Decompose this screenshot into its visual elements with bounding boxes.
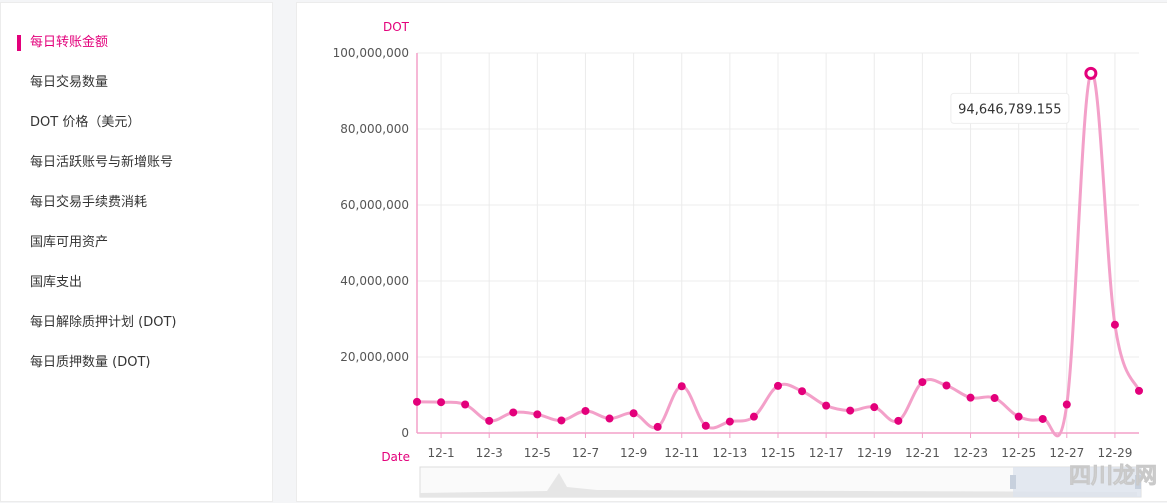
sidebar-item-label: 每日质押数量 (DOT) xyxy=(30,355,151,370)
sidebar-item-label: 每日转账金额 xyxy=(30,35,109,50)
active-indicator xyxy=(17,35,21,51)
data-point xyxy=(557,416,566,425)
y-tick-label: 40,000,000 xyxy=(340,274,409,288)
sidebar-item[interactable]: 每日交易手续费消耗 xyxy=(1,191,273,215)
data-point xyxy=(653,422,662,431)
sidebar-item[interactable]: DOT 价格（美元） xyxy=(1,111,273,135)
x-tick-label: 12-25 xyxy=(1001,446,1036,460)
x-tick-label: 12-9 xyxy=(620,446,647,460)
line-chart: 0 20,000,000 40,000,000 60,000,000 80,000,00… xyxy=(333,20,1157,498)
x-tick-label: 12-27 xyxy=(1049,446,1084,460)
data-point xyxy=(413,397,421,406)
data-point xyxy=(966,393,975,402)
zoom-slider-handle-right xyxy=(1135,475,1141,489)
data-point xyxy=(533,410,542,419)
data-point xyxy=(822,401,831,410)
y-axis-title: DOT xyxy=(383,20,410,34)
x-tick-label: 12-21 xyxy=(905,446,940,460)
sidebar-item[interactable]: 国库支出 xyxy=(1,271,273,295)
y-tick-label: 0 xyxy=(401,426,409,440)
data-point xyxy=(1110,320,1119,329)
x-tick-label: 12-23 xyxy=(953,446,988,460)
chart-panel: 0 20,000,000 40,000,000 60,000,000 80,000,00… xyxy=(296,2,1167,502)
data-point xyxy=(725,417,734,426)
x-tick-label: 12-19 xyxy=(857,446,892,460)
data-point xyxy=(846,406,855,415)
x-tick-label: 12-29 xyxy=(1097,446,1132,460)
sidebar-item-label: 每日交易手续费消耗 xyxy=(30,195,148,210)
sidebar: 每日转账金额 每日交易数量 DOT 价格（美元） 每日活跃账号与新增账号 每日交易手续费… xyxy=(0,2,273,502)
sidebar-item[interactable]: 每日解除质押计划 (DOT) xyxy=(1,311,273,335)
data-point xyxy=(990,394,999,403)
data-point xyxy=(749,412,758,421)
tooltip-box xyxy=(950,92,1070,124)
sidebar-item[interactable]: 每日交易数量 xyxy=(1,71,273,95)
tooltip-value: 94,646,789.155 xyxy=(958,102,1061,117)
data-point xyxy=(1014,412,1023,421)
y-tick-label: 20,000,000 xyxy=(340,350,409,364)
x-tick-label: 12-5 xyxy=(524,446,551,460)
sidebar-item[interactable]: 国库可用资产 xyxy=(1,231,273,255)
sidebar-item-label: 每日解除质押计划 (DOT) xyxy=(30,315,177,330)
x-axis-title: Date xyxy=(381,450,410,464)
data-point xyxy=(437,398,446,407)
data-point xyxy=(918,378,927,387)
y-tick-label: 80,000,000 xyxy=(340,122,409,136)
sidebar-item-label: 国库可用资产 xyxy=(30,235,109,250)
x-tick-label: 12-13 xyxy=(712,446,747,460)
x-tick-label: 12-3 xyxy=(476,446,503,460)
x-tick-label: 12-11 xyxy=(664,446,699,460)
data-point xyxy=(701,421,710,430)
data-point xyxy=(485,416,494,425)
data-point xyxy=(774,381,782,390)
data-point xyxy=(461,400,470,409)
data-point xyxy=(942,381,951,390)
y-tick-label: 60,000,000 xyxy=(340,198,409,212)
data-point xyxy=(870,403,879,412)
x-tick-label: 12-1 xyxy=(427,446,454,460)
sidebar-item-label: 每日活跃账号与新增账号 xyxy=(30,155,174,170)
data-point xyxy=(581,406,590,415)
zoom-slider-preview xyxy=(420,473,1137,497)
sidebar-item[interactable]: 每日转账金额 xyxy=(1,31,273,55)
data-point xyxy=(1135,386,1143,395)
sidebar-item[interactable]: 每日活跃账号与新增账号 xyxy=(1,151,273,175)
data-point xyxy=(605,414,614,423)
data-point xyxy=(894,416,903,425)
data-point xyxy=(677,382,686,391)
x-tick-label: 12-7 xyxy=(572,446,599,460)
sidebar-item-label: 国库支出 xyxy=(30,275,83,290)
sidebar-item[interactable]: 每日质押数量 (DOT) xyxy=(1,351,273,375)
highlighted-point xyxy=(1084,66,1098,80)
x-tick-label: 12-17 xyxy=(809,446,844,460)
zoom-slider-window xyxy=(1013,467,1141,497)
series-line xyxy=(416,71,1141,438)
x-tick-label: 12-15 xyxy=(761,446,796,460)
data-point xyxy=(1038,414,1047,423)
data-point xyxy=(1062,400,1071,409)
data-point xyxy=(798,387,807,396)
zoom-slider-handle-left xyxy=(1010,475,1016,489)
data-point xyxy=(509,408,518,417)
sidebar-item-label: 每日交易数量 xyxy=(30,75,109,90)
data-point xyxy=(629,409,638,418)
y-tick-label: 100,000,000 xyxy=(333,46,409,60)
watermark: 四川龙网 xyxy=(1069,464,1157,489)
sidebar-item-label: DOT 价格（美元） xyxy=(30,115,141,130)
